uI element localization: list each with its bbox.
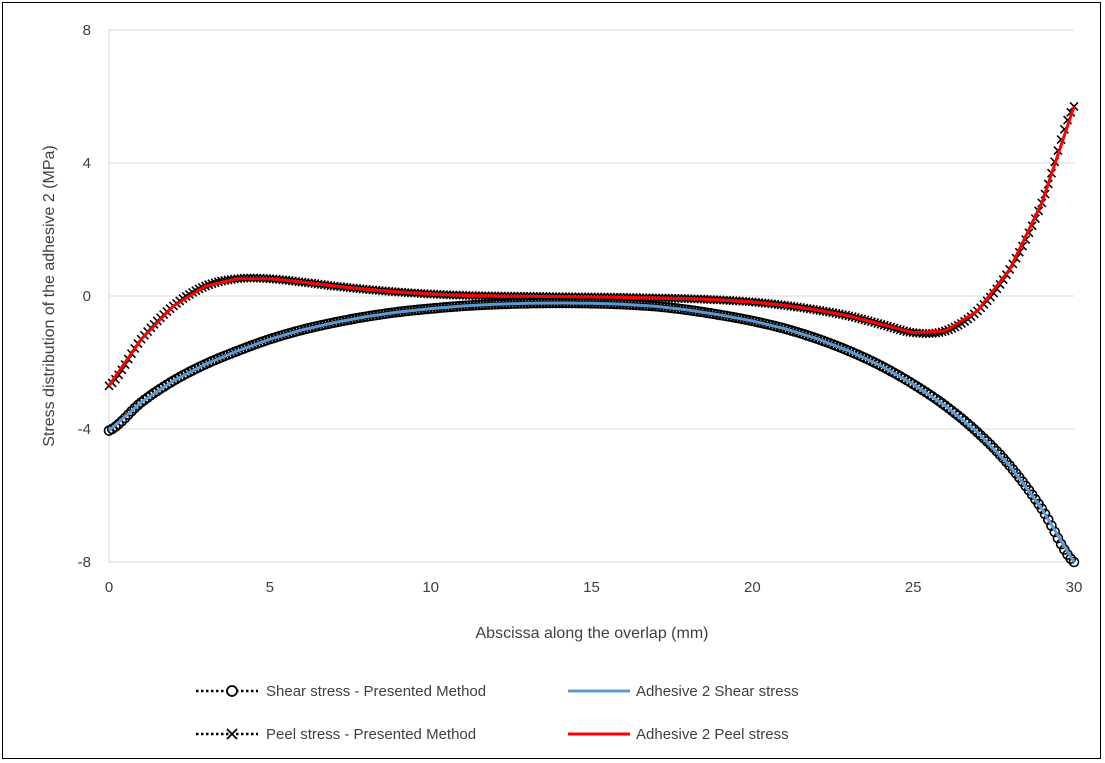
- legend-item: Adhesive 2 Shear stress: [568, 683, 799, 700]
- legend-label: Adhesive 2 Peel stress: [636, 726, 789, 743]
- data-point: [949, 407, 961, 419]
- legend: Shear stress - Presented Method Adhesive …: [196, 683, 799, 743]
- data-point: [1036, 503, 1048, 515]
- data-point: [972, 427, 983, 438]
- legend-marker: [226, 728, 238, 740]
- data-point: [965, 421, 977, 432]
- series-layer: [103, 101, 1080, 568]
- y-tick-label: 8: [83, 22, 91, 39]
- series-adhesive-2-shear-stress: [108, 301, 1076, 563]
- x-tick-label: 25: [905, 579, 922, 596]
- data-point: [113, 418, 124, 430]
- legend-label: Adhesive 2 Shear stress: [636, 683, 799, 700]
- series-adhesive-2-peel-stress: [107, 106, 1076, 387]
- data-point: [132, 399, 144, 411]
- data-point: [123, 409, 134, 420]
- data-point: [994, 449, 1006, 460]
- data-point: [1039, 508, 1051, 520]
- series-shear-stress-presented-method: [103, 297, 1080, 568]
- data-point: [975, 430, 987, 441]
- legend-item: Peel stress - Presented Method: [196, 726, 476, 743]
- data-point: [946, 405, 958, 416]
- data-point: [988, 442, 999, 454]
- x-tick-label: 15: [583, 579, 600, 596]
- data-point: [981, 436, 993, 447]
- data-point: [1069, 101, 1079, 112]
- data-point: [126, 405, 137, 417]
- legend-marker: [226, 685, 238, 697]
- data-point: [985, 439, 996, 450]
- legend-item: Adhesive 2 Peel stress: [568, 726, 789, 743]
- data-point: [959, 415, 970, 427]
- data-point: [968, 424, 980, 435]
- y-axis-title: Stress distribution of the adhesive 2 (M…: [41, 145, 58, 446]
- gridlines: [108, 29, 1074, 563]
- x-tick-label: 5: [266, 579, 274, 596]
- x-tick-label: 30: [1066, 579, 1083, 596]
- data-point: [119, 412, 131, 424]
- legend-label: Shear stress - Presented Method: [266, 683, 486, 700]
- data-point: [991, 445, 1003, 457]
- data-point: [952, 410, 964, 421]
- data-point: [962, 418, 974, 429]
- y-tick-label: -4: [78, 421, 91, 438]
- legend-label: Peel stress - Presented Method: [266, 726, 476, 743]
- data-point: [978, 433, 990, 444]
- data-point: [943, 402, 954, 414]
- data-point: [956, 412, 967, 424]
- data-point: [110, 421, 121, 433]
- y-tick-label: -8: [78, 554, 91, 571]
- data-point: [116, 415, 128, 427]
- x-tick-label: 0: [105, 579, 113, 596]
- data-point: [1046, 520, 1057, 532]
- data-point: [129, 402, 141, 414]
- series-line: [108, 301, 1076, 563]
- x-axis-title: Abscissa along the overlap (mm): [476, 625, 709, 642]
- x-tick-label: 20: [744, 579, 761, 596]
- y-tick-labels: 8 4 0 -4 -8: [78, 22, 91, 571]
- x-tick-labels: 0 5 10 15 20 25 30: [105, 579, 1083, 596]
- x-tick-label: 10: [422, 579, 439, 596]
- y-tick-label: 0: [83, 288, 91, 305]
- series-line: [107, 106, 1076, 387]
- data-point: [1068, 556, 1080, 568]
- data-point: [1042, 514, 1054, 525]
- y-tick-label: 4: [83, 155, 91, 172]
- legend-item: Shear stress - Presented Method: [196, 683, 486, 700]
